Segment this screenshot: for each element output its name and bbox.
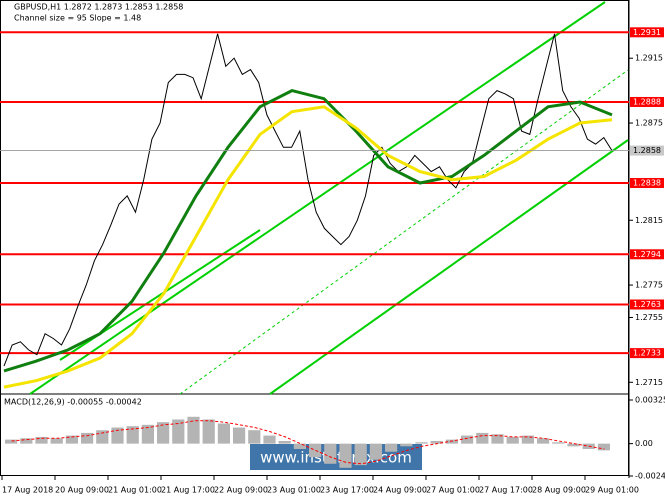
macd-label: MACD(12,26,9) -0.00055 -0.00042 [4,398,142,407]
macd-bar [111,427,124,444]
x-tick-label: 24 Aug 09:00 [373,486,427,495]
macd-bar [50,438,63,444]
macd-bar [476,432,489,444]
x-tick-label: 27 Aug 17:00 [479,486,533,495]
level-label: 1.2763 [633,300,661,309]
level-label: 1.2838 [633,178,661,187]
macd-bar [430,440,443,444]
macd-bar [506,436,519,444]
level-label-bg [630,96,664,107]
current-price-bg [630,145,664,156]
macd-bar [461,435,474,444]
macd-tick-label: 0.00325 [635,396,665,405]
level-label-bg [630,27,664,38]
level-label-bg [630,299,664,310]
y-tick-label: 1.2875 [635,119,663,128]
macd-bar [126,426,139,444]
macd-bar [385,443,398,452]
y-tick-label: 1.2815 [635,216,663,225]
macd-bar [141,424,154,444]
x-tick-label: 27 Aug 01:00 [426,486,480,495]
macd-bar [263,435,276,444]
x-tick-label: 21 Aug 17:00 [161,486,215,495]
macd-bar [20,438,33,444]
macd-bar [96,430,109,444]
macd-bar [81,432,94,444]
y-tick-label: 1.2775 [635,281,663,290]
macd-bar [445,439,458,444]
macd-bar [552,442,565,444]
series-line [3,105,613,389]
series-line [3,33,613,367]
level-label: 1.2794 [633,250,661,259]
x-tick-label: 28 Aug 09:00 [532,486,586,495]
level-label-bg [630,249,664,260]
y-tick-label: 1.2715 [635,378,663,387]
x-tick-label: 21 Aug 01:00 [108,486,162,495]
y-tick-label: 1.2915 [635,54,663,63]
macd-bar [217,423,230,444]
current-price-label: 1.2858 [633,146,661,155]
macd-tick-label: 0.00 [635,439,653,448]
macd-bar [278,440,291,444]
macd-bar [5,439,18,444]
x-tick-label: 23 Aug 17:00 [320,486,374,495]
x-tick-label: 29 Aug 01:00 [585,486,639,495]
level-label: 1.2733 [633,349,661,358]
macd-bar [400,443,413,447]
macd-bar [309,443,322,458]
macd-bar [233,427,246,444]
macd-bar [521,435,534,444]
macd-bar [202,419,215,444]
macd-bar [491,434,504,444]
macd-bar [567,443,580,447]
chart-title: GBPUSD,H1 1.2872 1.2873 1.2853 1.2858 [14,3,183,12]
level-label-bg [630,177,664,188]
macd-signal [11,420,605,465]
level-label: 1.2888 [633,97,661,106]
macd-bar [293,443,306,450]
macd-bar [369,443,382,460]
macd-bar [537,438,550,444]
x-tick-label: 23 Aug 01:00 [267,486,321,495]
macd-bar [172,419,185,444]
macd-bar [187,416,200,444]
x-tick-label: 17 Aug 2018 [2,486,53,495]
level-label-bg [630,348,664,359]
macd-bar [157,422,170,444]
macd-bar [65,435,78,444]
macd-bar [339,443,352,468]
series-line [3,89,613,373]
level-label: 1.2931 [633,28,661,37]
x-tick-label: 20 Aug 09:00 [55,486,109,495]
macd-bar [354,443,367,466]
macd-bar [597,443,610,451]
y-tick-label: 1.2755 [635,313,663,322]
macd-bar [324,443,337,464]
x-tick-label: 22 Aug 09:00 [214,486,268,495]
chart-subtitle: Channel size = 95 Slope = 1.48 [14,14,141,23]
channel-mid [179,69,629,395]
channel-upper [29,1,606,395]
macd-bar [248,430,261,444]
macd-bar [415,442,428,444]
macd-bar [35,436,48,444]
